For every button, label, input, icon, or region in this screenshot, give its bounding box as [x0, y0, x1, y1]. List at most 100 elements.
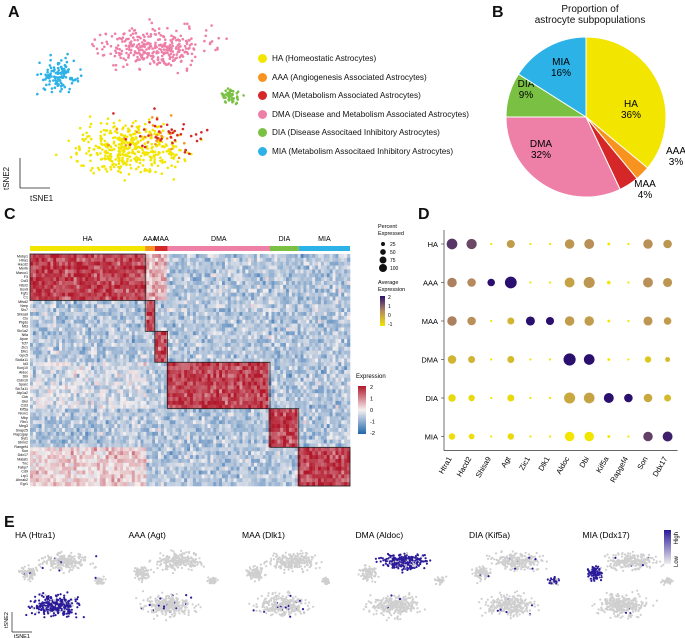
- heatmap-cell: [187, 261, 191, 266]
- tsne-point-dma: [118, 48, 121, 51]
- heatmap-cell: [128, 277, 133, 282]
- tsne-point-dma: [171, 44, 174, 48]
- heatmap-cell: [248, 358, 252, 363]
- heatmap-cell: [175, 296, 179, 301]
- heatmap-cell: [341, 315, 345, 321]
- heatmap-cell: [233, 265, 237, 270]
- heatmap-group-label-ha: HA: [83, 236, 93, 243]
- heatmap-cell: [341, 292, 345, 297]
- heatmap-cell: [210, 377, 214, 382]
- heatmap-cell: [120, 296, 124, 301]
- heatmap-cell: [73, 269, 77, 274]
- heatmap-cell: [230, 292, 234, 297]
- heatmap-cell: [175, 257, 179, 263]
- tsne-point-ha: [130, 141, 134, 145]
- heatmap-cell: [181, 288, 185, 293]
- heatmap-cell: [35, 373, 40, 379]
- heatmap-cell: [91, 254, 95, 259]
- tsne-point-dma: [128, 29, 131, 32]
- heatmap-cell: [239, 370, 243, 375]
- heatmap-cell: [56, 331, 60, 336]
- heatmap-cell: [222, 304, 226, 309]
- heatmap-cell: [245, 358, 249, 363]
- heatmap-cell: [146, 312, 150, 317]
- tsne-point-dma: [141, 33, 145, 37]
- heatmap-cell: [347, 385, 351, 390]
- heatmap-cell: [88, 389, 92, 394]
- heatmap-cell: [213, 269, 217, 274]
- heatmap-cell: [131, 339, 136, 344]
- heatmap-cell: [99, 342, 104, 348]
- heatmap-cell: [126, 265, 130, 270]
- heatmap-cell: [41, 273, 45, 278]
- heatmap-cell: [320, 385, 325, 390]
- heatmap-cell: [262, 257, 266, 263]
- heatmap-cell: [53, 327, 57, 332]
- heatmap-cell: [158, 373, 162, 379]
- heatmap-cell: [155, 354, 159, 359]
- heatmap-cell: [146, 354, 150, 359]
- tsne-point-maa: [194, 133, 198, 136]
- heatmap-cell: [175, 358, 179, 363]
- heatmap-cell: [88, 342, 92, 348]
- heatmap-cell: [233, 327, 237, 332]
- heatmap-cell: [143, 389, 147, 394]
- heatmap-cell: [172, 254, 176, 259]
- heatmap-cell: [259, 273, 264, 278]
- tsne-point-ha: [141, 151, 145, 155]
- heatmap-cell: [219, 296, 223, 301]
- heatmap-cell: [38, 304, 42, 309]
- heatmap-cell: [160, 389, 165, 394]
- panel-a-tsne: [19, 18, 245, 189]
- tsne-point-dma: [95, 47, 99, 51]
- heatmap-cell: [318, 269, 322, 274]
- heatmap-cell: [274, 373, 278, 379]
- heatmap-cell: [268, 327, 272, 332]
- heatmap-cell: [236, 385, 240, 390]
- heatmap-cell: [76, 327, 80, 332]
- heatmap-cell: [73, 312, 77, 317]
- heatmap-cell: [184, 304, 188, 309]
- heatmap-cell: [85, 385, 89, 390]
- heatmap-cell: [134, 377, 138, 382]
- heatmap-cell: [126, 377, 130, 382]
- heatmap-groupbar-dma: [167, 246, 270, 251]
- heatmap-cell: [288, 389, 293, 394]
- heatmap-cell: [233, 385, 237, 390]
- tsne-point-ha: [146, 147, 149, 150]
- heatmap-cell: [216, 350, 220, 355]
- heatmap-cell: [62, 335, 66, 340]
- heatmap-cell: [338, 342, 342, 348]
- heatmap-cell: [44, 284, 48, 290]
- heatmap-cell: [219, 381, 223, 386]
- heatmap-cell: [297, 354, 301, 359]
- heatmap-cell: [259, 277, 264, 282]
- heatmap-cell: [166, 331, 170, 336]
- heatmap-cell: [62, 288, 66, 293]
- heatmap-cell: [79, 300, 83, 305]
- heatmap-cell: [315, 304, 319, 309]
- heatmap-cell: [67, 288, 72, 293]
- heatmap-cell: [64, 254, 69, 259]
- heatmap-cell: [309, 342, 313, 348]
- heatmap-cell: [288, 323, 293, 328]
- heatmap-cell: [166, 385, 170, 390]
- heatmap-cell: [38, 350, 42, 355]
- heatmap-cell: [192, 281, 197, 286]
- heatmap-cell: [280, 350, 284, 355]
- tsne-point-mia: [46, 68, 49, 72]
- heatmap-cell: [326, 346, 330, 351]
- heatmap-cell: [323, 254, 328, 259]
- heatmap-cell: [134, 362, 138, 367]
- heatmap-cell: [85, 292, 89, 297]
- heatmap-cell: [166, 312, 170, 317]
- tsne-point-mia: [46, 73, 50, 77]
- heatmap-cell: [85, 377, 89, 382]
- tsne-point-dma: [183, 44, 187, 48]
- heatmap-cell: [268, 300, 272, 305]
- heatmap-cell: [64, 257, 69, 263]
- heatmap-cell: [265, 350, 269, 355]
- heatmap-cell: [239, 281, 243, 286]
- heatmap-cell: [56, 327, 60, 332]
- heatmap-cell: [265, 366, 269, 371]
